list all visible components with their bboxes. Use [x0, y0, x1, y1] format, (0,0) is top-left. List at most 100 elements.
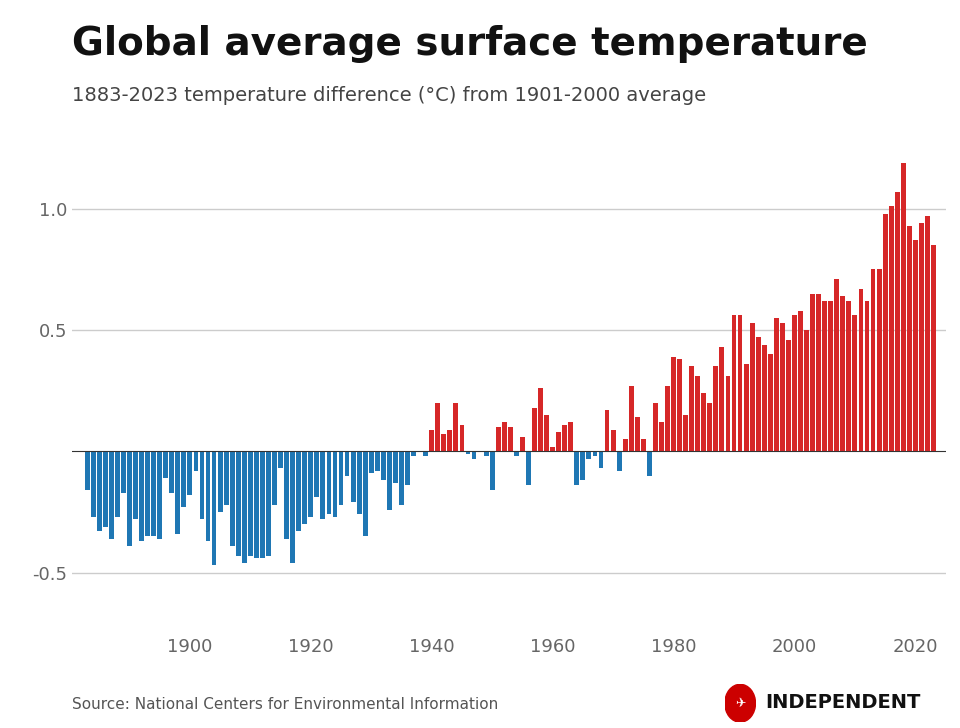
Bar	[865, 301, 870, 451]
Bar	[756, 337, 760, 451]
Text: Source: National Centers for Environmental Information: Source: National Centers for Environment…	[72, 697, 498, 712]
Bar	[574, 451, 579, 486]
Bar	[91, 451, 96, 517]
Bar	[108, 451, 113, 539]
Bar	[345, 451, 349, 475]
Bar	[568, 422, 573, 451]
Bar	[278, 451, 283, 468]
Bar	[453, 403, 458, 451]
Bar	[913, 240, 918, 451]
Bar	[883, 213, 888, 451]
Bar	[520, 437, 525, 451]
Bar	[272, 451, 276, 505]
Bar	[460, 424, 465, 451]
Bar	[828, 301, 833, 451]
Bar	[471, 451, 476, 459]
Bar	[121, 451, 126, 493]
Bar	[248, 451, 252, 555]
Bar	[514, 451, 518, 456]
Bar	[332, 451, 337, 517]
Bar	[647, 451, 652, 475]
Bar	[363, 451, 368, 537]
Bar	[236, 451, 241, 555]
Bar	[858, 289, 863, 451]
Bar	[532, 408, 537, 451]
Bar	[592, 451, 597, 456]
Bar	[194, 451, 199, 471]
Bar	[97, 451, 102, 531]
Bar	[798, 311, 803, 451]
Bar	[804, 330, 809, 451]
Bar	[744, 364, 749, 451]
Bar	[315, 451, 320, 497]
Bar	[871, 269, 876, 451]
Bar	[526, 451, 531, 486]
Bar	[792, 315, 797, 451]
Bar	[211, 451, 217, 566]
Bar	[442, 435, 446, 451]
Text: Global average surface temperature: Global average surface temperature	[72, 25, 868, 63]
Bar	[399, 451, 404, 505]
Bar	[689, 366, 694, 451]
Bar	[719, 347, 725, 451]
Bar	[671, 357, 676, 451]
Bar	[405, 451, 410, 486]
Bar	[169, 451, 174, 493]
Bar	[732, 315, 736, 451]
Bar	[181, 451, 186, 507]
Bar	[774, 318, 779, 451]
Bar	[133, 451, 138, 519]
Bar	[375, 451, 380, 471]
Bar	[726, 376, 731, 451]
Bar	[254, 451, 259, 558]
Bar	[393, 451, 397, 483]
Bar	[605, 410, 610, 451]
Bar	[713, 366, 718, 451]
Bar	[260, 451, 265, 558]
Bar	[925, 216, 930, 451]
Bar	[381, 451, 386, 480]
Bar	[889, 206, 894, 451]
Bar	[702, 393, 707, 451]
Bar	[539, 388, 543, 451]
Bar	[616, 451, 621, 471]
Bar	[387, 451, 392, 510]
Bar	[145, 451, 150, 537]
Bar	[326, 451, 331, 515]
Bar	[823, 301, 828, 451]
Bar	[556, 432, 561, 451]
Bar	[151, 451, 156, 537]
Bar	[876, 269, 881, 451]
Bar	[369, 451, 373, 473]
Bar	[708, 403, 712, 451]
Bar	[816, 293, 821, 451]
Bar	[550, 446, 555, 451]
Bar	[629, 386, 634, 451]
Bar	[423, 451, 428, 456]
Bar	[495, 427, 500, 451]
Bar	[653, 403, 658, 451]
Circle shape	[725, 684, 756, 722]
Bar	[115, 451, 120, 517]
Bar	[229, 451, 234, 546]
Bar	[895, 191, 900, 451]
Bar	[695, 376, 700, 451]
Bar	[599, 451, 604, 468]
Bar	[635, 417, 639, 451]
Bar	[350, 451, 355, 502]
Bar	[103, 451, 108, 526]
Bar	[435, 403, 441, 451]
Bar	[677, 359, 682, 451]
Bar	[852, 315, 857, 451]
Bar	[900, 162, 905, 451]
Bar	[205, 451, 210, 541]
Bar	[931, 245, 936, 451]
Bar	[200, 451, 204, 519]
Bar	[321, 451, 325, 519]
Bar	[684, 415, 688, 451]
Bar	[224, 451, 228, 505]
Bar	[447, 430, 452, 451]
Bar	[127, 451, 132, 546]
Bar	[544, 415, 549, 451]
Text: ✈: ✈	[735, 697, 745, 711]
